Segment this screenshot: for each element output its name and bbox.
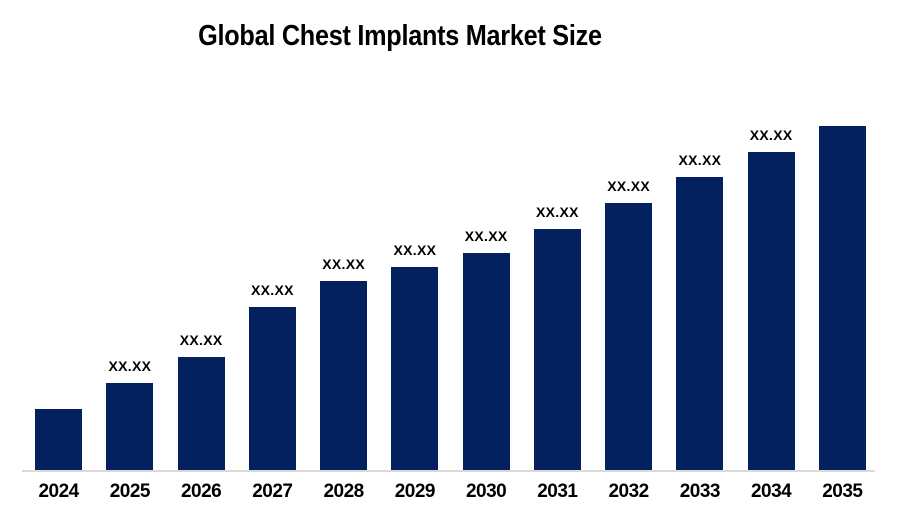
x-tick-label: 2026 (180, 481, 222, 502)
x-tick-label: 2033 (679, 481, 721, 502)
bar (106, 383, 154, 472)
bar (320, 281, 368, 472)
bar (177, 357, 225, 472)
x-axis-labels: 2024 2025 2026 2027 2028 2029 2030 2031 2032 2033… (23, 481, 878, 503)
bar-value-label: XX.XX (393, 242, 437, 258)
bar-value-label: XX.XX (179, 332, 223, 348)
bar (35, 409, 83, 472)
bar-slot: XX.XX (308, 0, 379, 472)
x-axis-line (22, 470, 875, 472)
bar-slot: XX.XX (451, 0, 522, 472)
x-tick-label: 2031 (537, 481, 578, 502)
bar-value-label: XX.XX (464, 228, 508, 244)
bar-value-label: XX.XX (108, 358, 152, 374)
bar-slot: XX.XX (94, 0, 165, 472)
bar (676, 177, 724, 472)
bar-value-label: XX.XX (749, 127, 793, 143)
x-tick-label: 2034 (750, 481, 792, 502)
x-tick-label: 2035 (822, 481, 863, 502)
bar (462, 253, 510, 472)
x-tick-label: 2029 (394, 481, 436, 502)
chart-title-text: Global Chest Implants Market Size (198, 20, 602, 52)
bar (533, 229, 581, 472)
bar-slot (23, 0, 94, 472)
bar-slot: XX.XX (166, 0, 237, 472)
chart-title: Global Chest Implants Market Size (0, 20, 800, 53)
bar-value-label: XX.XX (322, 256, 365, 272)
bar-slot: XX.XX (522, 0, 593, 472)
bar (747, 152, 795, 472)
bar-value-label: XX.XX (536, 204, 579, 220)
bar-slot: XX.XX (664, 0, 735, 472)
bar-slot: XX.XX (736, 0, 807, 472)
bar-slot (807, 0, 878, 472)
bar-slot: XX.XX (237, 0, 308, 472)
plot-area: XX.XX XX.XX XX.XX XX.XX XX.XX XX.XX XX.XX XX.XX… (23, 0, 878, 472)
x-tick-label: 2024 (38, 481, 79, 502)
bar (605, 203, 653, 472)
bar-slot: XX.XX (379, 0, 450, 472)
x-tick-label: 2030 (465, 481, 507, 502)
bar-value-label: XX.XX (607, 178, 650, 194)
bar-value-label: XX.XX (678, 152, 722, 168)
bar-slot: XX.XX (593, 0, 664, 472)
bar (818, 126, 866, 472)
bar (248, 307, 296, 472)
x-tick-label: 2027 (252, 481, 293, 502)
bar-value-label: XX.XX (251, 282, 294, 298)
x-tick-label: 2025 (109, 481, 151, 502)
bar (391, 267, 439, 472)
x-tick-label: 2032 (608, 481, 649, 502)
x-tick-label: 2028 (323, 481, 364, 502)
